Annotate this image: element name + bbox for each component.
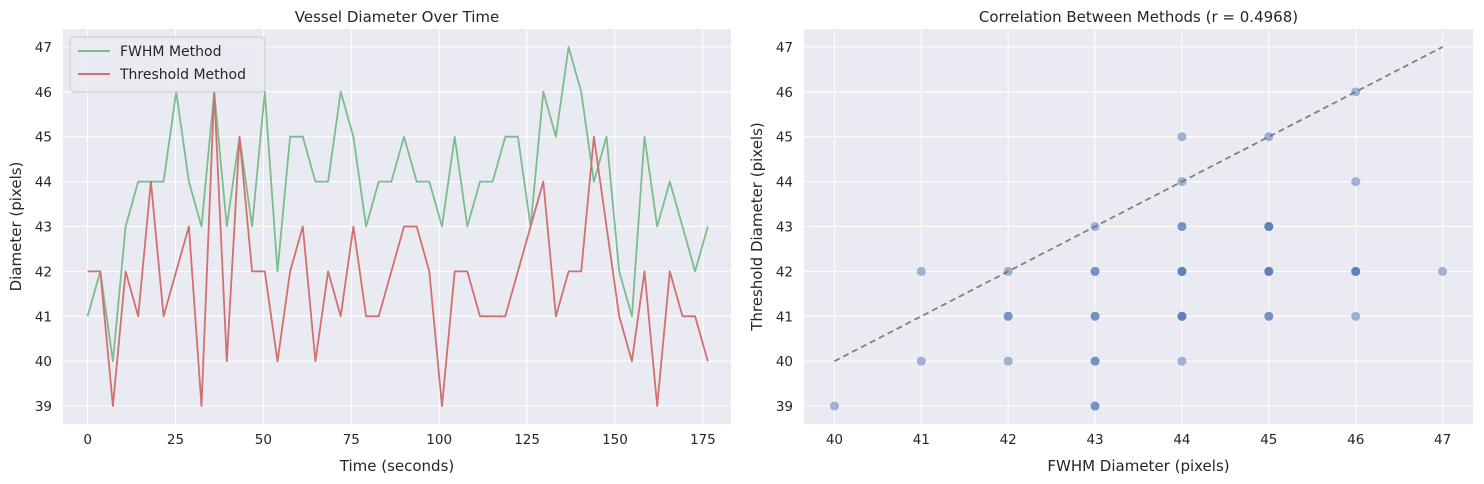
x-tick-label: 46: [1347, 432, 1364, 448]
x-tick-label: 125: [514, 432, 540, 448]
y-tick-label: 47: [776, 40, 793, 56]
scatter-point: [1351, 87, 1361, 97]
scatter-chart-y-ticks: 39 40 41 42 43 44 45 46 47: [776, 40, 793, 415]
y-tick-label: 45: [35, 130, 52, 146]
scatter-point: [1177, 311, 1187, 321]
scatter-point: [1090, 222, 1100, 231]
scatter-chart-panel: 40 41 42 43 44 45 46 47 39 40 41 42 43 44 45 46 47 Corr…: [748, 8, 1473, 475]
x-tick-label: 45: [1260, 432, 1277, 448]
y-tick-label: 46: [35, 85, 52, 101]
y-tick-label: 44: [776, 175, 793, 191]
scatter-point: [1438, 266, 1448, 276]
legend-box: [69, 36, 266, 93]
scatter-point: [1090, 311, 1100, 321]
y-tick-label: 45: [776, 130, 793, 146]
scatter-chart-x-ticks: 40 41 42 43 44 45 46 47: [826, 432, 1451, 448]
line-chart-title: Vessel Diameter Over Time: [295, 8, 499, 26]
y-tick-label: 42: [776, 264, 793, 280]
x-tick-label: 50: [255, 432, 272, 448]
y-tick-label: 40: [776, 354, 793, 370]
scatter-point: [1177, 266, 1187, 276]
y-tick-label: 40: [35, 354, 52, 370]
scatter-point: [1351, 266, 1361, 276]
scatter-point: [1264, 311, 1274, 321]
x-tick-label: 25: [167, 432, 184, 448]
scatter-chart-y-axis-label: Threshold Diameter (pixels): [748, 122, 766, 332]
x-tick-label: 0: [83, 432, 92, 448]
scatter-point: [1177, 177, 1187, 187]
line-chart-y-axis-label: Diameter (pixels): [7, 162, 25, 292]
scatter-point: [1003, 266, 1013, 276]
line-chart-y-ticks: 39 40 41 42 43 44 45 46 47: [35, 40, 52, 415]
scatter-point: [1003, 356, 1013, 366]
y-tick-label: 39: [776, 399, 793, 415]
scatter-point: [1177, 222, 1187, 231]
y-tick-label: 43: [776, 220, 793, 236]
line-chart-x-axis-label: Time (seconds): [339, 457, 455, 475]
scatter-point: [1177, 356, 1187, 366]
line-chart-x-ticks: 0 25 50 75 100 125 150 175: [83, 432, 715, 448]
scatter-point: [1090, 356, 1100, 366]
scatter-point: [1090, 401, 1100, 411]
legend-label-fwhm: FWHM Method: [120, 44, 221, 60]
y-tick-label: 46: [776, 85, 793, 101]
y-tick-label: 43: [35, 220, 52, 236]
scatter-point: [1003, 311, 1013, 321]
x-tick-label: 43: [1086, 432, 1103, 448]
scatter-chart-x-axis-label: FWHM Diameter (pixels): [1047, 457, 1229, 475]
scatter-chart-title: Correlation Between Methods (r = 0.4968): [979, 8, 1298, 26]
scatter-point: [1351, 311, 1361, 321]
legend-label-threshold: Threshold Method: [119, 67, 246, 83]
scatter-point: [1264, 132, 1274, 142]
y-tick-label: 47: [35, 40, 52, 56]
scatter-point: [1264, 222, 1274, 231]
scatter-chart-points: [829, 87, 1448, 411]
line-chart-panel: 0 25 50 75 100 125 150 175 39 40 41 42 43 44 45 46 47 V…: [7, 8, 731, 475]
scatter-chart-reference-line-group: [833, 46, 1444, 362]
line-chart-series-group: [86, 46, 709, 407]
series-line-fwhm-method: [86, 46, 709, 363]
scatter-point: [1090, 266, 1100, 276]
x-tick-label: 41: [913, 432, 930, 448]
scatter-point: [916, 356, 926, 366]
scatter-point: [1264, 266, 1274, 276]
series-line-threshold-method: [87, 90, 709, 407]
x-tick-label: 42: [1000, 432, 1017, 448]
y-tick-label: 41: [776, 309, 793, 325]
y-tick-label: 41: [35, 309, 52, 325]
reference-line: [833, 46, 1444, 362]
scatter-point: [916, 266, 926, 276]
line-chart-legend: FWHM Method Threshold Method: [69, 36, 266, 93]
x-tick-label: 75: [343, 432, 360, 448]
scatter-point: [1351, 177, 1361, 187]
y-tick-label: 44: [35, 175, 52, 191]
x-tick-label: 44: [1173, 432, 1190, 448]
x-tick-label: 150: [602, 432, 628, 448]
x-tick-label: 40: [826, 432, 843, 448]
y-tick-label: 42: [35, 264, 52, 280]
y-tick-label: 39: [35, 399, 52, 415]
scatter-point: [829, 401, 839, 411]
scatter-point: [1177, 132, 1187, 142]
x-tick-label: 100: [426, 432, 452, 448]
x-tick-label: 47: [1434, 432, 1451, 448]
x-tick-label: 175: [690, 432, 716, 448]
